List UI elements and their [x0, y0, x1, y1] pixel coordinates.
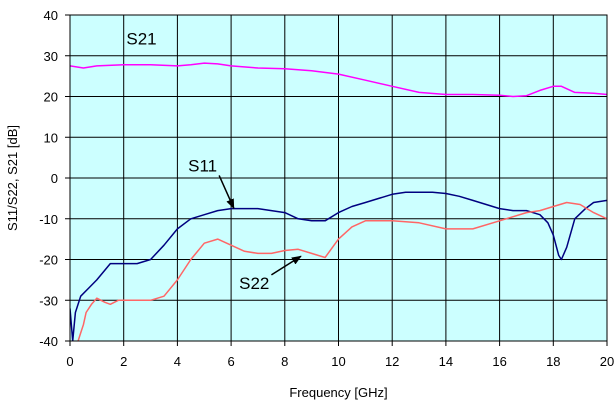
y-tick-label: 10 [44, 130, 58, 145]
y-tick-label: -10 [39, 212, 58, 227]
x-tick-label: 14 [439, 354, 453, 369]
x-tick-label: 12 [385, 354, 399, 369]
annotation-label-s22: S22 [239, 274, 269, 293]
y-tick-label: -40 [39, 334, 58, 349]
series-line-s11 [70, 191, 607, 341]
tick-labels: 0 2 4 6 8 10 12 14 16 18 20 -40 -30 -20 -10 0 10 20 30 40 [39, 8, 614, 369]
x-tick-label: 6 [227, 354, 234, 369]
x-tick-label: 18 [546, 354, 560, 369]
x-tick-label: 0 [66, 354, 73, 369]
y-tick-label: -20 [39, 253, 58, 268]
x-tick-label: 16 [492, 354, 506, 369]
y-axis-title: S11/S22, S21 [dB] [5, 125, 20, 231]
series-layer [70, 62, 607, 341]
y-tick-label: -30 [39, 293, 58, 308]
y-tick-label: 30 [44, 49, 58, 64]
annotation-label-s11: S11 [188, 156, 217, 175]
series-line-s21 [70, 62, 607, 98]
x-tick-label: 20 [600, 354, 614, 369]
annotations: S21 S11 S22 [126, 29, 302, 293]
y-tick-label: 20 [44, 90, 58, 105]
x-tick-label: 8 [281, 354, 288, 369]
x-axis-title: Frequency [GHz] [289, 385, 387, 400]
annotation-arrow-s11 [218, 175, 235, 210]
x-tick-label: 2 [120, 354, 127, 369]
series-line-s22 [77, 201, 607, 341]
annotation-arrow-s22 [271, 255, 302, 276]
x-tick-label: 10 [331, 354, 345, 369]
annotation-label-s21: S21 [126, 29, 156, 48]
y-tick-label: 40 [44, 8, 58, 23]
x-tick-label: 4 [174, 354, 181, 369]
y-tick-label: 0 [51, 171, 58, 186]
